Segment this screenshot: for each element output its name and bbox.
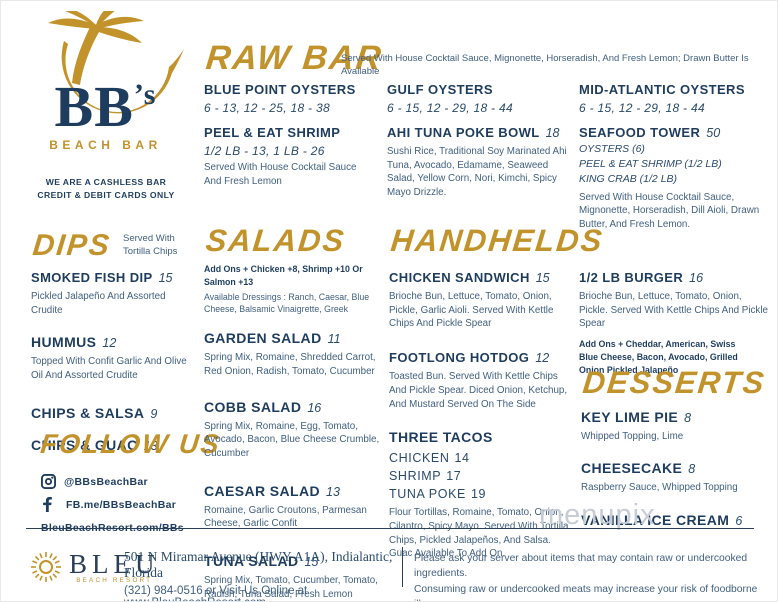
salads-addons-note: Add Ons + Chicken +8, Shrimp +10 Or Salm… [204, 264, 363, 288]
taco-variant-shrimp: SHRIMP 17 [389, 469, 462, 484]
bleu-beach-resort-logo: BLEU BEACH RESORT [29, 549, 160, 584]
sun-icon [31, 551, 61, 582]
menu-item-ahi-tuna-poke-bowl: AHI TUNA POKE BOWL 18 Sushi Rice, Traditi… [387, 125, 567, 199]
menu-item-smoked-fish-dip: SMOKED FISH DIP 15 Pickled Jalapeño And A… [31, 270, 173, 316]
palm-tree-logo-icon [47, 2, 184, 114]
menu-item-blue-point-oysters: BLUE POINT OYSTERS 6 - 13, 12 - 25, 18 -… [204, 82, 356, 115]
section-title-salads: SALADS [204, 223, 348, 258]
footer-vertical-divider [402, 547, 403, 587]
menu-item-key-lime-pie: KEY LIME PIE 8 Whipped Topping, Lime [581, 409, 692, 442]
taco-variant-chicken: CHICKEN 14 [389, 451, 470, 466]
taco-variant-tuna-poke: TUNA POKE 19 [389, 487, 487, 502]
bleu-brand-text: BLEU [69, 549, 160, 579]
raw-bar-note: Served With House Cocktail Sauce, Mignon… [341, 53, 749, 77]
footer-divider-line [26, 528, 754, 529]
menu-item-gulf-oysters: GULF OYSTERS 6 - 15, 12 - 29, 18 - 44 [387, 82, 513, 115]
bbs-beach-bar-logo: BB’s BEACH BAR [23, 2, 188, 152]
menu-item-cobb-salad: COBB SALAD 16 Spring Mix, Romaine, Egg, T… [204, 398, 380, 459]
menu-item-half-lb-burger: 1/2 LB BURGER 16 Brioche Bun, Lettuce, To… [579, 269, 771, 378]
menu-item-peel-and-eat-shrimp: PEEL & EAT SHRIMP 1/2 LB - 13, 1 LB - 26… [204, 125, 357, 187]
menu-item-chips-and-salsa: CHIPS & SALSA 9 [31, 404, 158, 421]
logo-beach-bar-text: BEACH BAR [49, 138, 162, 152]
menu-item-chips-and-guac: CHIPS & GUAC 13 [31, 436, 158, 453]
dips-note: Served With Tortilla Chips [123, 233, 178, 257]
menu-item-garden-salad: GARDEN SALAD 11 Spring Mix, Romaine, Shre… [204, 330, 376, 377]
menu-item-vanilla-ice-cream: VANILLA ICE CREAM 6 [581, 512, 743, 529]
menu-item-three-tacos: THREE TACOS CHICKEN 14 SHRIMP 17 TUNA POKE… [389, 429, 574, 561]
logo-bb-text: BB’s [54, 74, 157, 139]
section-title-dips: DIPS [31, 229, 113, 262]
footer-address-line1: 501 N Miramar Avenue (HWY A1A), Indialan… [124, 549, 393, 580]
menu-item-cheesecake: CHEESECAKE 8 Raspberry Sauce, Whipped Top… [581, 459, 738, 493]
salads-dressings-note: Available Dressings : Ranch, Caesar, Blu… [204, 292, 370, 315]
menupix-watermark: menupix [539, 499, 656, 531]
burger-addons-note: Add Ons + Cheddar, American, Swiss Blue … [579, 339, 738, 376]
facebook-link[interactable]: FB.me/BBsBeachBar [41, 497, 201, 512]
instagram-link[interactable]: @BBsBeachBar [41, 474, 201, 489]
menu-item-caesar-salad: CAESAR SALAD 13 Romaine, Garlic Croutons,… [204, 482, 367, 530]
menu-item-mid-atlantic-oysters: MID-ATLANTIC OYSTERS 6 - 15, 12 - 29, 18… [579, 82, 745, 115]
footer-address-line2: (321) 984-0516 or Visit Us Online at www… [124, 585, 308, 601]
bleu-brand-subtext: BEACH RESORT [76, 577, 153, 584]
section-title-handhelds: HANDHELDS [389, 223, 606, 258]
cashless-notice: WE ARE A CASHLESS BAR CREDIT & DEBIT CAR… [37, 177, 175, 201]
section-title-desserts: DESSERTS [581, 365, 768, 400]
menu-item-tuna-salad: TUNA SALAD 15 Spring Mix, Tomato, Cucumbe… [204, 553, 378, 600]
menu-item-seafood-tower: SEAFOOD TOWER 50 OYSTERS (6) PEEL & EAT S… [579, 125, 760, 231]
footer-disclaimer: Please ask your server about items that … [414, 553, 758, 601]
section-title-follow-us: FOLLOW US [39, 429, 223, 459]
menu-item-footlong-hotdog: FOOTLONG HOTDOG 12 Toasted Bun. Served Wi… [389, 350, 568, 410]
facebook-icon [43, 497, 52, 512]
instagram-icon [41, 474, 56, 489]
menu-item-hummus: HUMMUS 12 Topped With Confit Garlic And O… [31, 334, 187, 382]
menu-item-chicken-sandwich: CHICKEN SANDWICH 15 Brioche Bun, Lettuce,… [389, 270, 554, 330]
